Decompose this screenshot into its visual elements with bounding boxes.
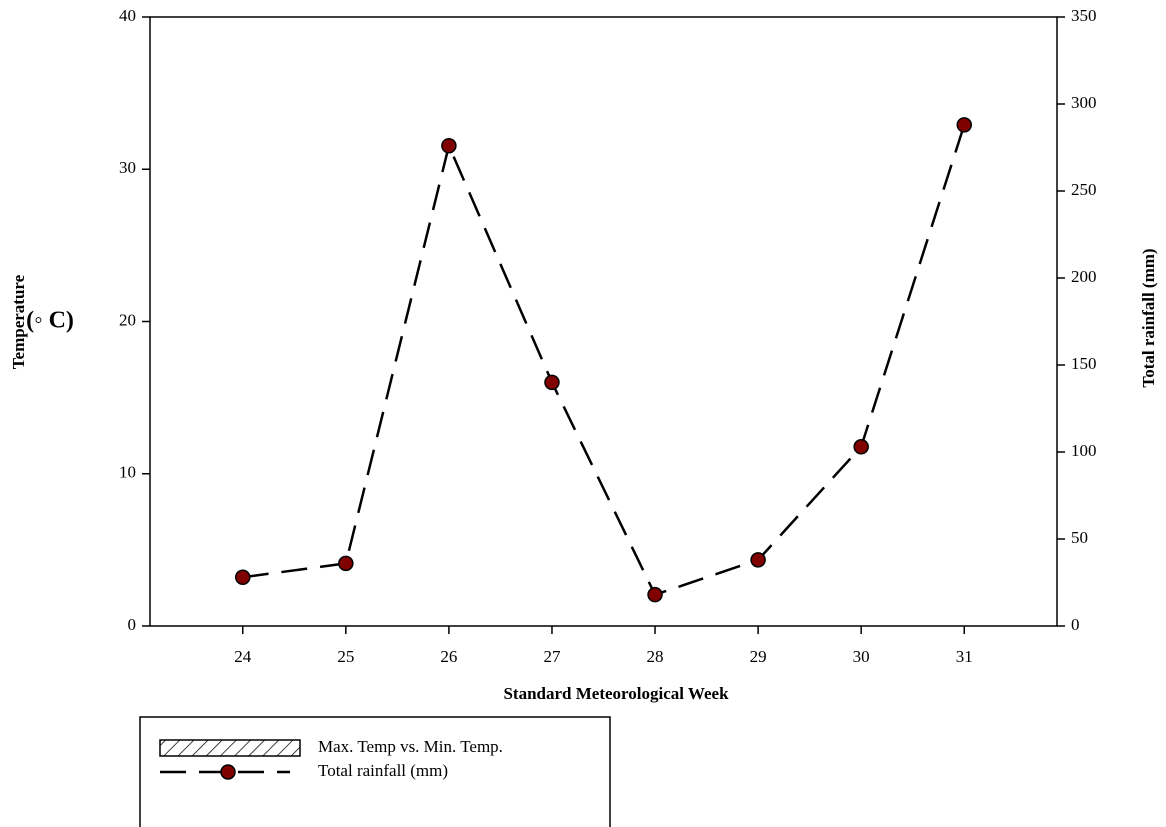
x-tick-label: 28	[647, 647, 664, 666]
legend-swatch	[159, 739, 301, 757]
x-tick-label: 30	[853, 647, 870, 666]
x-tick-label: 25	[337, 647, 354, 666]
data-point	[853, 439, 869, 455]
y2-tick-label: 200	[1071, 267, 1097, 286]
y-tick-label: 20	[119, 310, 136, 329]
legend-box	[139, 716, 611, 827]
x-tick-label: 31	[956, 647, 973, 666]
y-tick-label: 40	[119, 6, 136, 25]
legend-label: Max. Temp vs. Min. Temp.	[318, 737, 503, 756]
data-point	[235, 569, 251, 586]
data-point	[441, 138, 457, 154]
y2-tick-label: 150	[1071, 354, 1097, 373]
y-tick-label: 30	[119, 158, 136, 177]
y2-tick-label: 0	[1071, 615, 1080, 634]
y-axis-unit: (◦ C)	[26, 308, 74, 334]
y2-tick-label: 250	[1071, 180, 1097, 199]
data-point	[544, 374, 560, 391]
data-point	[647, 586, 663, 603]
y2-axis-label: Total rainfall (mm)	[1139, 248, 1158, 387]
x-tick-label: 29	[750, 647, 767, 666]
y2-tick-label: 50	[1071, 528, 1088, 547]
data-point	[956, 117, 972, 133]
data-point	[750, 552, 766, 568]
x-tick-label: 26	[440, 647, 457, 666]
plot-frame	[149, 16, 1058, 627]
legend-label: Total rainfall (mm)	[318, 761, 448, 780]
y2-tick-label: 350	[1071, 6, 1097, 25]
y-axis-label: Temperature	[9, 274, 28, 369]
y-tick-label: 0	[128, 615, 137, 634]
y-tick-label: 10	[119, 463, 136, 482]
series-line	[242, 124, 966, 597]
x-tick-label: 24	[234, 647, 252, 666]
y2-tick-label: 300	[1071, 93, 1097, 112]
data-point	[338, 555, 354, 572]
legend-marker	[220, 764, 236, 780]
x-axis-label: Standard Meteorological Week	[503, 684, 729, 703]
y2-tick-label: 100	[1071, 441, 1097, 460]
x-tick-label: 27	[543, 647, 561, 666]
